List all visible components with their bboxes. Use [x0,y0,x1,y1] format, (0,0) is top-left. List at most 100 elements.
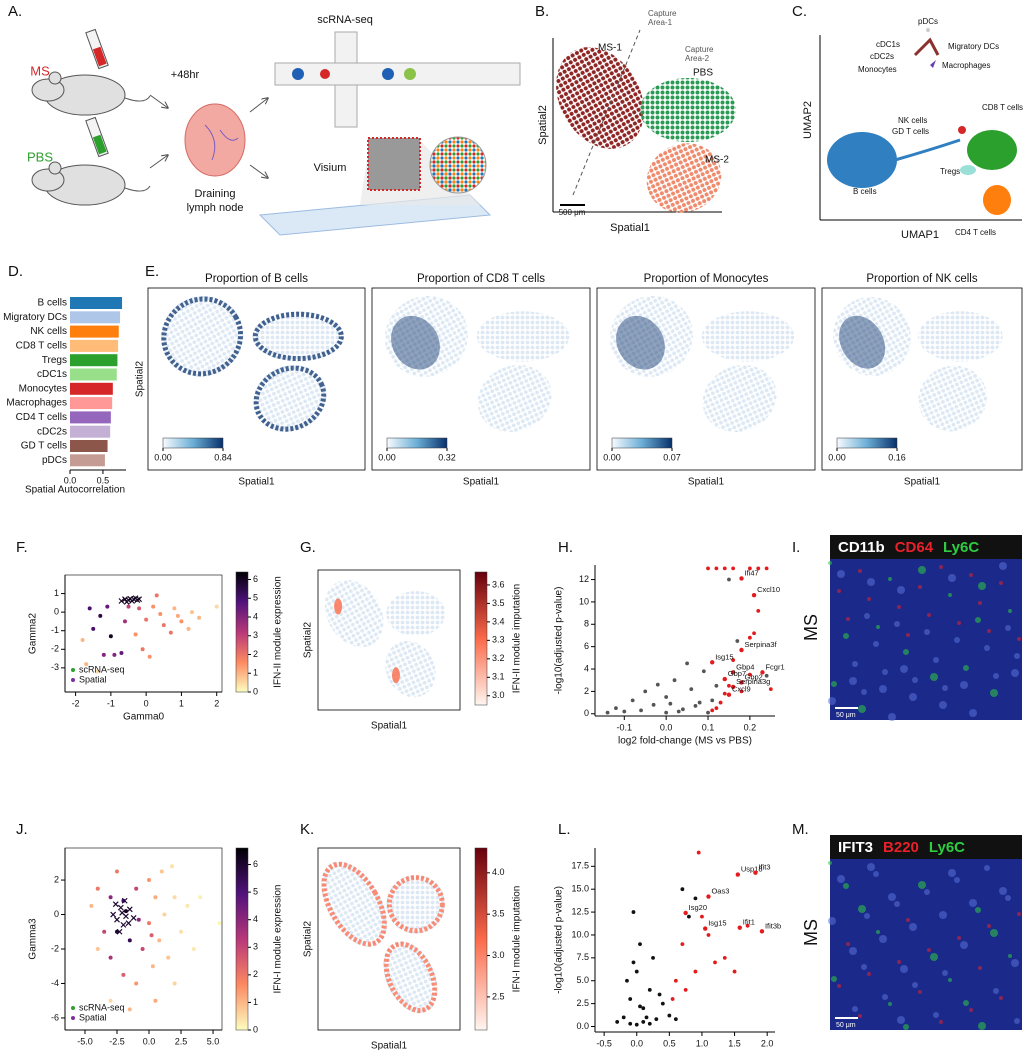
marker-band [830,835,1022,859]
category-label: Tregs [42,355,67,366]
x-axis-label: Spatial1 [238,477,275,488]
point [714,706,719,711]
gene-label: Gbp4 [736,662,754,671]
point [685,661,689,666]
cell [978,601,982,605]
cell [864,613,870,619]
cell [1005,895,1011,901]
point [116,928,123,935]
cell [858,569,862,573]
y-tick-label: 17.5 [571,861,589,871]
cell [924,889,930,895]
cell [990,929,998,937]
cluster [926,28,930,32]
plot-frame [64,847,223,1031]
cell [960,941,968,949]
point [137,606,142,611]
cluster [913,37,940,57]
point [125,920,132,927]
gene-label: Fcgr1 [765,662,784,671]
point [630,698,635,703]
cell [969,709,977,717]
tissue [640,78,736,142]
gene-label: Ifit1 [743,918,755,927]
map-title: Proportion of B cells [205,273,308,285]
panel-letter: M. [792,821,809,838]
gene-point [735,872,741,877]
cell [969,573,973,577]
legend-marker [71,1016,75,1020]
bar [70,368,117,381]
point [162,912,167,917]
bar [70,397,113,410]
cell [969,1008,973,1012]
scale-label: 50 μm [836,1022,856,1029]
category-label: Macrophages [6,398,67,409]
arrow [249,164,268,178]
point [718,700,723,705]
cell [990,689,998,697]
gene-point [730,670,736,675]
point [631,910,636,914]
point [147,654,152,659]
cell [900,665,908,673]
cell [897,960,901,964]
cell [882,994,888,1000]
cell [858,705,866,713]
bar [70,411,111,424]
cell [939,701,947,709]
cluster-label: Macrophages [942,61,990,70]
point [657,992,662,997]
x-tick-label: 0.0 [64,475,77,485]
cell [948,593,952,597]
y-tick-label: 0 [54,607,59,617]
cluster [827,132,897,188]
category-label: NK cells [30,326,67,337]
point [713,960,717,965]
point [714,566,719,571]
group-label: MS [30,63,50,78]
x-axis-label: log2 fold-change (MS vs PBS) [618,736,752,747]
x-tick-label: 0.0 [630,1038,643,1048]
colorbar [836,437,898,449]
colorbar-tick-label: 0.00 [378,452,396,462]
legend-label: scRNA-seq [79,664,125,674]
point [95,946,100,951]
cell [939,911,947,919]
tissue [918,311,1003,362]
divider [572,29,641,196]
cell [846,617,850,621]
cell [849,947,857,955]
cell [861,964,867,970]
marker-label: IFIT3 [838,839,873,856]
cell [978,966,982,970]
panel-c: C. pDCs cDC1s cDC2s Monocytes Migratory … [792,3,1023,241]
cell [873,871,879,877]
point [668,701,673,706]
point [628,1021,633,1026]
cell [939,565,943,569]
panel-b: B. MS-1 PBS MS-2 Capture Area-1 Capture … [535,3,736,234]
point [701,669,706,674]
colorbar-tick-label: 4 [253,611,258,621]
point [756,566,761,571]
point [641,1020,646,1024]
category-label: CD4 T cells [16,412,67,423]
cell [963,1000,969,1006]
point [123,599,130,605]
point [172,895,177,900]
y-tick-label: 2 [54,874,59,884]
x-tick-label: -0.1 [617,722,633,732]
point [710,698,715,703]
cell [954,877,960,883]
point [118,598,125,604]
cell [924,629,930,635]
gene-label: Serpina3g [736,677,770,686]
tissue [556,47,644,149]
cell [828,561,832,565]
point [120,921,127,928]
cell [948,869,956,877]
cell [969,899,977,907]
point [660,1001,665,1006]
point [673,1017,678,1022]
